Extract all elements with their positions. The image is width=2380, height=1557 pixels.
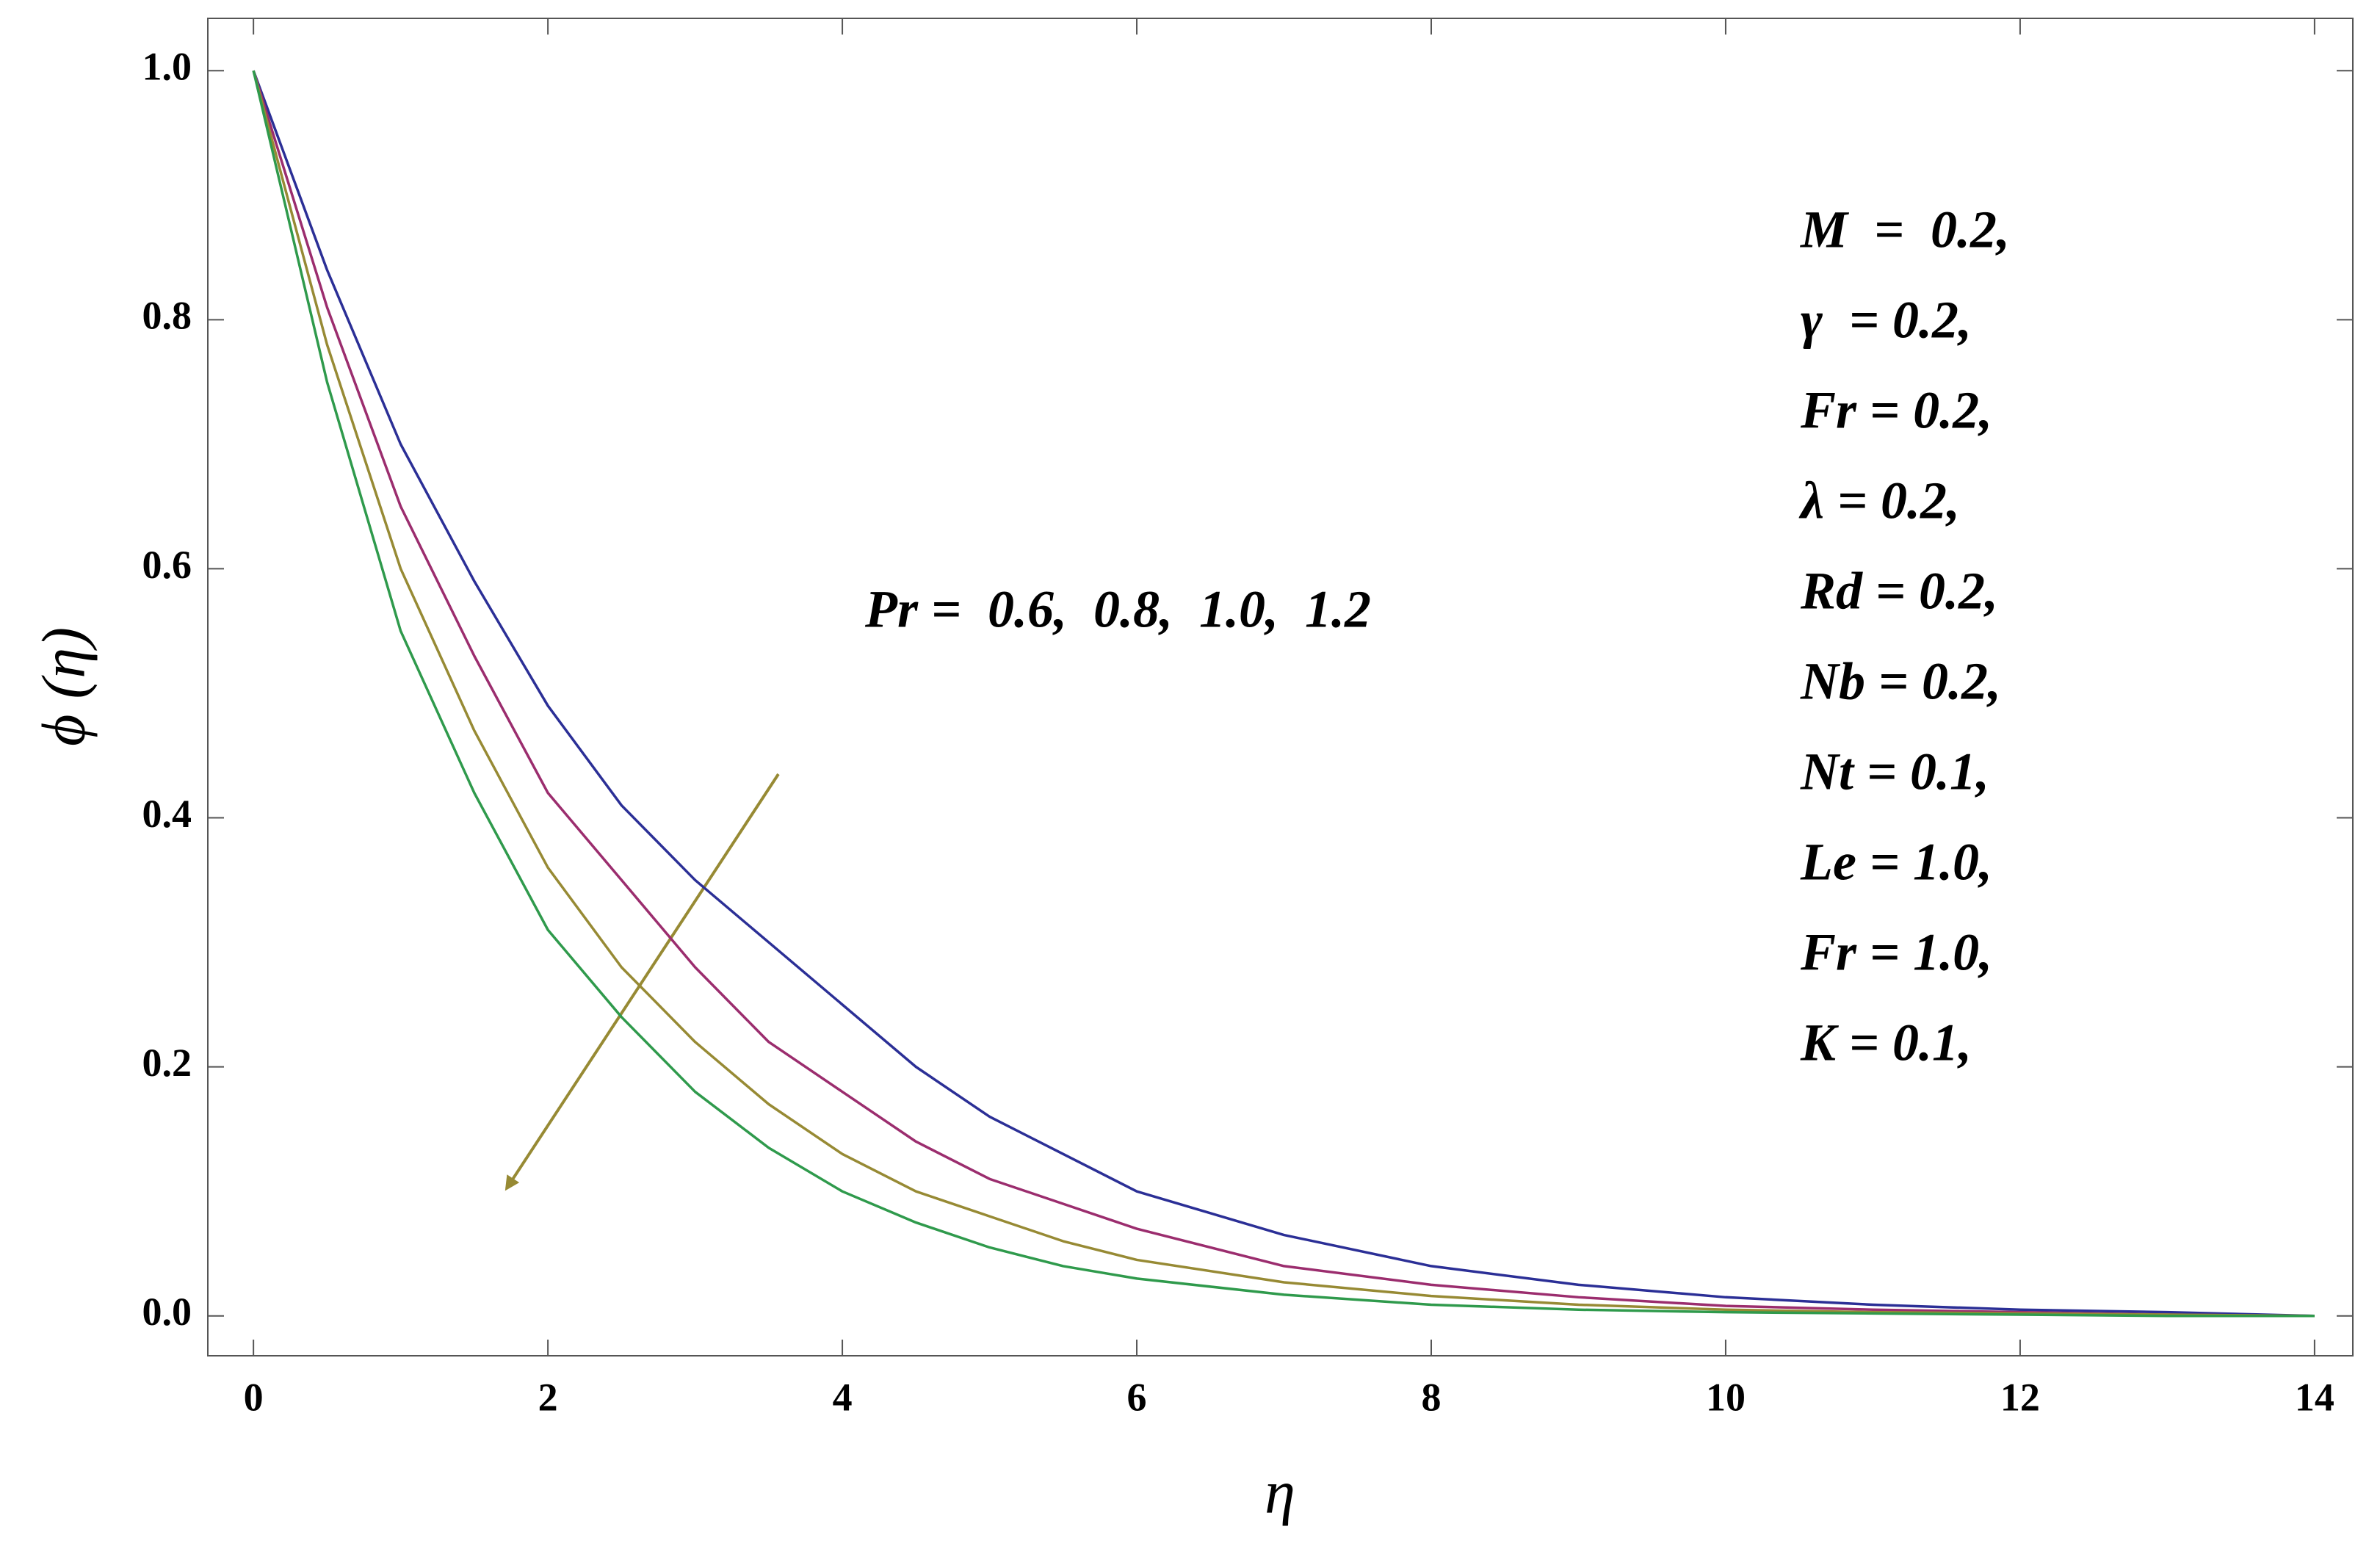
- trend-arrow: [504, 773, 780, 1191]
- series-line: [252, 70, 2315, 1318]
- x-tick-label: 2: [538, 1375, 558, 1419]
- x-tick-label: 10: [1706, 1375, 1746, 1419]
- x-axis-label: η: [1265, 1458, 1295, 1526]
- y-tick-label: 1.0: [142, 45, 192, 89]
- parameter-label: Fr = 0.2,: [1800, 381, 1992, 440]
- y-tick-label: 0.2: [142, 1041, 192, 1085]
- parameter-label: M = 0.2,: [1800, 201, 2010, 259]
- x-tick-label: 0: [244, 1375, 264, 1419]
- parameter-label: Nt = 0.1,: [1800, 743, 1989, 801]
- series-line: [252, 70, 2315, 1318]
- x-tick-label: 8: [1421, 1375, 1441, 1419]
- y-tick-label: 0.0: [142, 1290, 192, 1334]
- series-line: [252, 70, 2315, 1318]
- parameter-label: γ = 0.2,: [1801, 291, 1972, 350]
- x-tick-label: 14: [2295, 1375, 2334, 1419]
- parameter-label: Rd = 0.2,: [1800, 562, 1998, 621]
- series-line: [252, 70, 2315, 1318]
- x-tick-label: 12: [2000, 1375, 2040, 1419]
- parameter-label: Le = 1.0,: [1800, 833, 1992, 892]
- y-tick-label: 0.4: [142, 792, 192, 836]
- parameter-label: Nb = 0.2,: [1800, 652, 2001, 711]
- x-tick-label: 4: [833, 1375, 853, 1419]
- plot-frame: [207, 18, 2354, 1356]
- parameter-label: K = 0.1,: [1800, 1014, 1972, 1072]
- x-tick-label: 6: [1127, 1375, 1147, 1419]
- parameter-label: Fr = 1.0,: [1800, 923, 1992, 982]
- y-tick-label: 0.6: [142, 543, 192, 587]
- y-tick-label: 0.8: [142, 294, 192, 338]
- y-axis-label: ϕ (η): [29, 627, 98, 746]
- annotation: Pr = 0.6, 0.8, 1.0, 1.2: [864, 580, 1371, 639]
- parameter-label: λ = 0.2,: [1798, 472, 1960, 530]
